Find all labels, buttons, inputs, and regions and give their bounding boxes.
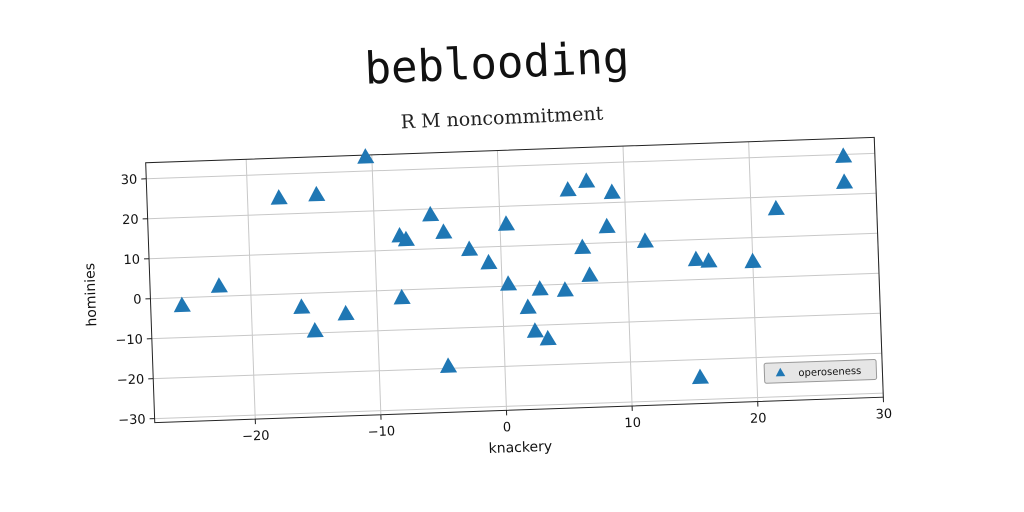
scatter-point-triangle <box>691 368 710 385</box>
legend-box <box>763 358 878 384</box>
scatter-point-triangle <box>603 183 621 200</box>
x-tick-label: 30 <box>875 407 892 423</box>
y-tick-label: 0 <box>133 293 142 308</box>
plot-frame <box>145 136 884 424</box>
x-tick-label: −20 <box>242 429 270 445</box>
scatter-point-triangle <box>480 253 498 270</box>
scatter-point-triangle <box>293 298 311 315</box>
scatter-point-triangle <box>461 240 479 257</box>
scatter-point-triangle <box>519 298 537 315</box>
y-grid-line <box>154 392 884 420</box>
scatter-point-triangle <box>578 172 596 189</box>
y-grid-line <box>149 232 878 260</box>
y-grid-line <box>150 272 880 300</box>
y-grid-line <box>146 152 875 180</box>
scatter-point-triangle <box>767 199 785 216</box>
scatter-point-triangle <box>744 252 762 269</box>
scatter-point-triangle <box>636 232 654 248</box>
scatter-point-triangle <box>173 296 191 313</box>
x-grid-line <box>245 159 256 420</box>
x-tick-label: 0 <box>503 420 512 435</box>
x-tick-label: 10 <box>624 416 641 432</box>
scatter-point-triangle <box>500 275 518 291</box>
y-tick-label: 10 <box>123 253 140 269</box>
scatter-point-triangle <box>581 266 599 282</box>
scatter-point-triangle <box>357 148 375 164</box>
chart-subtitle: R M noncommitment <box>400 103 604 134</box>
x-grid-line <box>622 146 633 406</box>
scatter-point-triangle <box>531 280 549 296</box>
scatter-point-triangle <box>598 217 616 234</box>
scatter-point-triangle <box>539 329 557 346</box>
y-axis-label: hominies <box>82 263 100 327</box>
y-axis-ticks: −30 −20 −10 0 10 20 30 <box>115 173 155 428</box>
y-tick-label: −30 <box>118 412 146 428</box>
scatter-point-triangle <box>574 238 592 255</box>
x-axis-ticks: −20 −10 0 10 20 30 <box>242 397 892 445</box>
x-tick-label: −10 <box>368 424 396 440</box>
scatter-point-triangle <box>393 288 411 305</box>
scatter-point-triangle <box>497 215 516 231</box>
legend: operoseness <box>763 358 878 384</box>
scatter-point-triangle <box>687 250 705 267</box>
legend-label: operoseness <box>798 366 861 379</box>
scatter-point-triangle <box>422 205 440 222</box>
scatter-point-triangle <box>556 281 574 297</box>
scatter-point-triangle <box>435 223 453 240</box>
scatter-point-triangle <box>270 189 288 205</box>
x-tick-label: 20 <box>750 411 767 427</box>
y-tick-label: 20 <box>122 213 139 229</box>
scatter-point-triangle <box>835 147 853 164</box>
y-tick-label: 30 <box>120 173 137 189</box>
x-axis-label: knackery <box>488 439 552 457</box>
legend-marker-triangle-icon <box>775 367 786 377</box>
chart-title: beblooding <box>363 32 630 95</box>
scatter-point-triangle <box>559 181 577 197</box>
x-grid-line <box>496 150 507 411</box>
scatter-point-triangle <box>210 277 228 293</box>
scatter-point-triangle <box>308 185 326 202</box>
scatter-point-triangle <box>836 173 854 190</box>
y-grid-line <box>151 312 881 340</box>
scatter-point-triangle <box>337 304 355 321</box>
y-tick-label: −20 <box>117 372 145 388</box>
scatter-point-triangle <box>700 252 718 268</box>
scatter-point-triangle <box>440 357 458 373</box>
y-grid-line <box>153 352 882 380</box>
scatter-point-triangle <box>526 322 544 338</box>
scatter-point-triangle <box>397 230 415 247</box>
scatter-point-triangle <box>306 321 324 338</box>
x-grid-line <box>371 154 382 415</box>
y-grid-line <box>147 192 877 220</box>
scatter-points <box>173 147 854 385</box>
x-grid-line <box>748 141 759 402</box>
y-tick-label: −10 <box>115 332 143 348</box>
